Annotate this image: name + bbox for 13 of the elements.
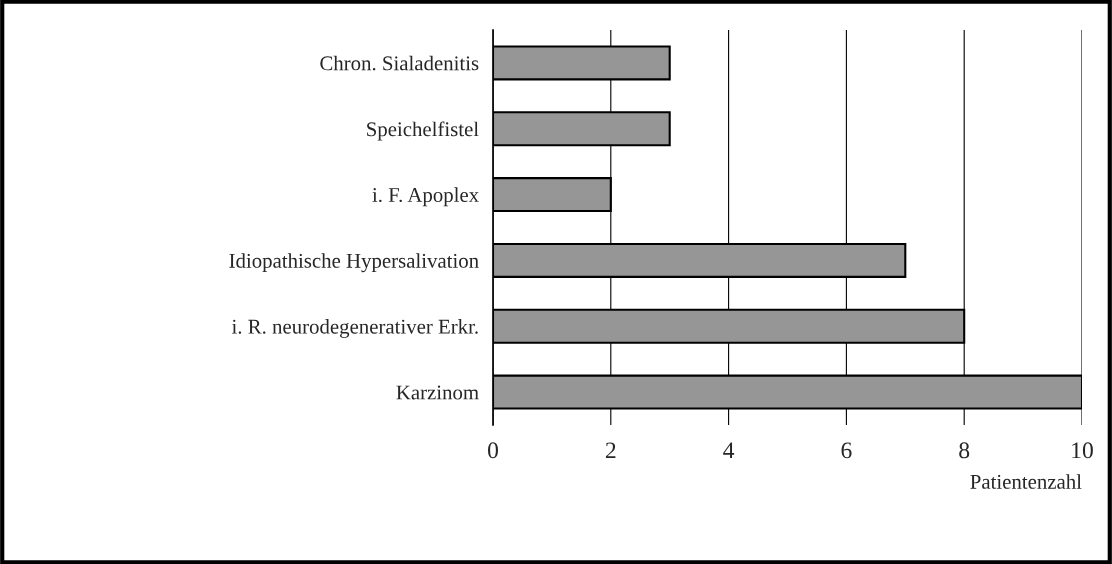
x-tick-label: 4 [723,442,735,459]
x-tick-label: 2 [605,442,616,459]
x-tick-label: 10 [1072,442,1093,459]
x-axis-title: Patientenzahl [970,474,1082,489]
y-tick-label: i. R. neurodegenerativer Erkr. [231,319,478,338]
y-tick-label: Chron. Sialadenitis [320,55,479,71]
y-tick-label: Idiopathische Hypersalivation [229,253,479,273]
y-tick-label: Speichelfistel [367,121,479,141]
y-tick-label: Karzinom [396,385,479,400]
x-tick-label: 0 [488,442,498,459]
x-tick-label: 6 [841,442,852,459]
x-tick-label: 8 [959,442,970,459]
y-tick-label: i. F. Apoplex [372,187,479,207]
